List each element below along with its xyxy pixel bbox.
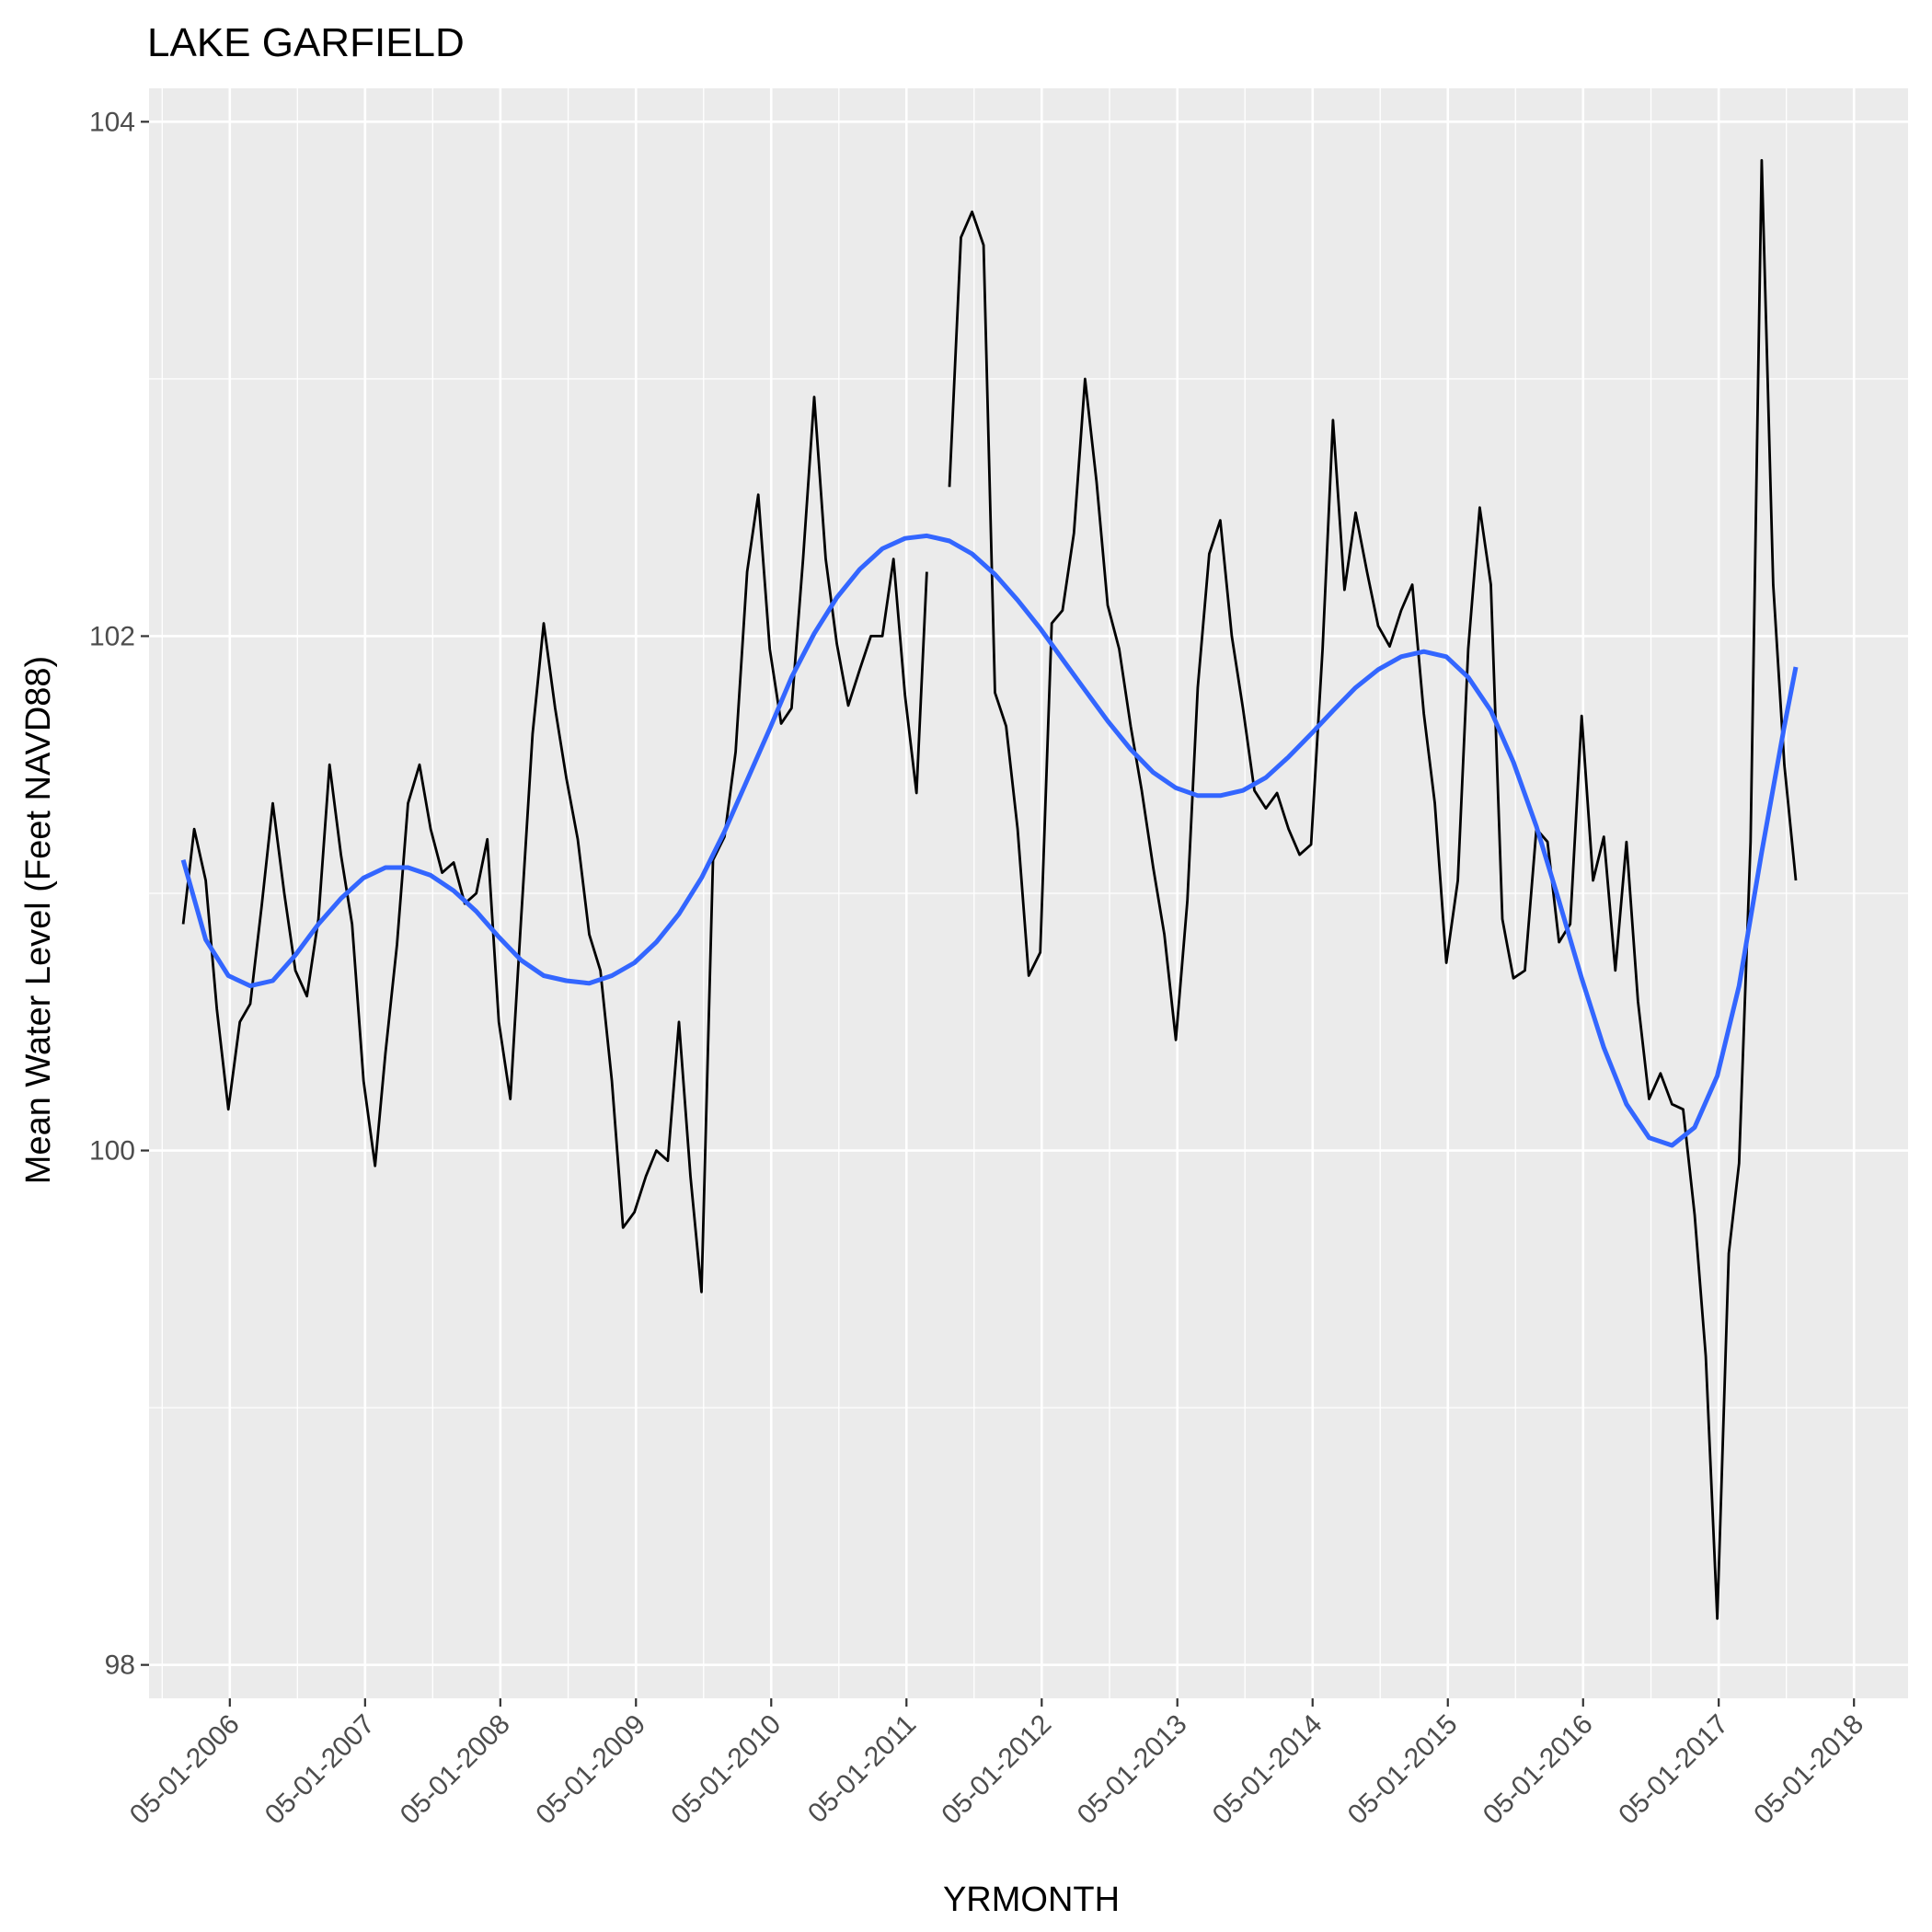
plot-panel	[149, 88, 1908, 1698]
x-tick-label: 05-01-2009	[530, 1709, 651, 1831]
chart-title: LAKE GARFIELD	[147, 20, 465, 65]
y-tick-label: 104	[89, 107, 135, 137]
x-tick-label: 05-01-2012	[936, 1709, 1057, 1831]
x-tick-label: 05-01-2008	[395, 1709, 516, 1831]
y-tick-label: 102	[89, 621, 135, 651]
y-axis-title: Mean Water Level (Feet NAVD88)	[19, 656, 58, 1184]
x-tick-label: 05-01-2018	[1748, 1709, 1869, 1831]
x-tick-label: 05-01-2016	[1478, 1709, 1599, 1831]
x-tick-label: 05-01-2015	[1342, 1709, 1464, 1831]
x-tick-label: 05-01-2017	[1613, 1709, 1734, 1831]
x-tick-label: 05-01-2010	[665, 1709, 787, 1831]
y-tick-label: 98	[105, 1650, 135, 1681]
x-axis-title: YRMONTH	[943, 1880, 1120, 1919]
water-level-line	[181, 158, 1798, 1620]
x-tick-label: 05-01-2007	[259, 1709, 381, 1831]
smooth-trend-line	[180, 533, 1799, 1148]
x-axis: 05-01-2006 05-01-2007 05-01-2008 05-01-2009…	[124, 1698, 1869, 1830]
x-tick-label: 05-01-2011	[802, 1709, 922, 1829]
x-tick-label: 05-01-2014	[1207, 1709, 1328, 1831]
x-tick-label: 05-01-2013	[1072, 1709, 1193, 1831]
series-lines	[180, 158, 1799, 1620]
y-axis: 98 100 102 104	[89, 107, 149, 1681]
y-tick-label: 100	[89, 1136, 135, 1167]
x-tick-label: 05-01-2006	[124, 1709, 246, 1831]
